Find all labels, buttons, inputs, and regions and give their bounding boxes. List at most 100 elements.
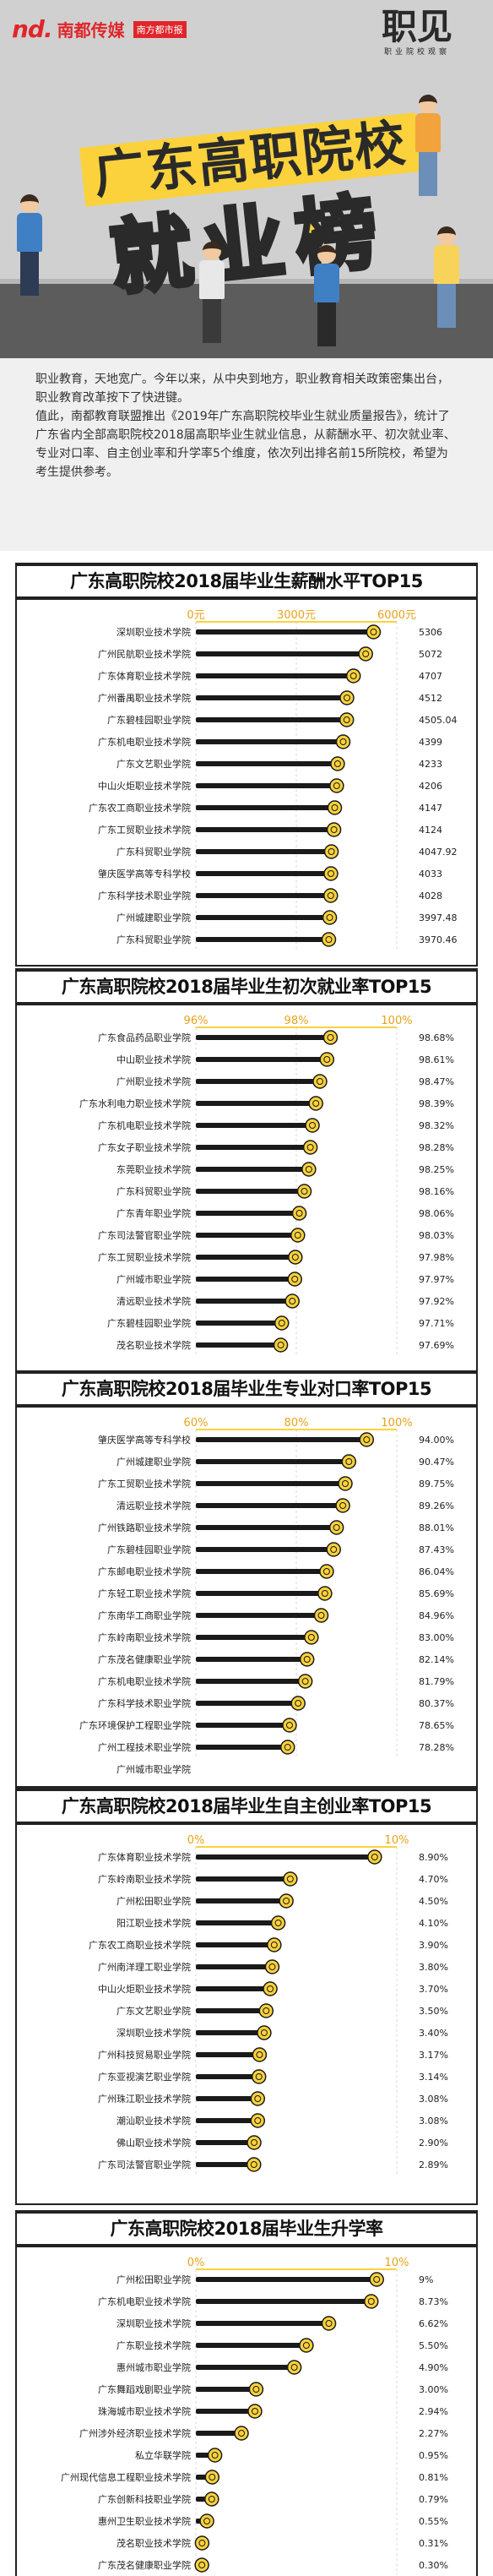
bar <box>196 651 366 656</box>
bar <box>196 915 330 920</box>
bar <box>196 1437 367 1442</box>
category-label: 广东机电职业技术学院 <box>98 1119 191 1131</box>
illustration-person-center <box>199 242 225 343</box>
bar-end-marker-inner <box>256 2051 263 2058</box>
bar-end-marker-inner <box>291 1276 299 1283</box>
data-label: 97.71% <box>419 1318 454 1329</box>
bar-end-marker-inner <box>301 1188 308 1195</box>
bar <box>196 1299 293 1304</box>
bar <box>196 1854 375 1860</box>
bar-end-marker-inner <box>303 1656 311 1663</box>
bar-end-marker-inner <box>251 2139 258 2146</box>
data-label: 4399 <box>419 737 442 748</box>
bar-end-marker-inner <box>333 1524 340 1531</box>
bar-end-marker <box>296 1184 312 1199</box>
data-label: 3.08% <box>419 2094 448 2105</box>
bar-end-marker <box>283 1871 298 1887</box>
category-label: 广州番禺职业技术学院 <box>98 692 191 704</box>
bar-end-marker <box>252 2047 268 2062</box>
bar <box>196 2096 258 2101</box>
bar-end-marker <box>263 1981 278 1996</box>
bar <box>196 2343 306 2348</box>
bar-end-marker-inner <box>306 1144 314 1151</box>
bar <box>196 783 337 788</box>
bar <box>196 1503 344 1508</box>
bar-end-marker <box>290 1228 306 1243</box>
bar-end-marker <box>341 1454 357 1469</box>
category-label: 肇庆医学高等专科学校 <box>98 1434 191 1446</box>
category-label: 广东科贸职业学院 <box>116 1185 191 1197</box>
tick-label: 60% <box>184 1417 209 1430</box>
category-label: 广东科学技术职业学院 <box>98 1697 191 1709</box>
bar-end-marker <box>204 2470 220 2485</box>
bar-end-marker-inner <box>349 673 357 679</box>
brand-logo: nd. 南都传媒 南方都市报 <box>12 15 187 43</box>
bar-end-marker-inner <box>250 2161 257 2168</box>
bar <box>196 761 338 766</box>
bar <box>196 695 347 700</box>
chart-major-match-rate: 广东高职院校2018届毕业生专业对口率TOP15 60% 80% 100% 肇庆医学高… <box>15 1370 478 1788</box>
bar-end-marker <box>305 1118 320 1133</box>
bar-end-marker-inner <box>291 1254 299 1261</box>
data-label: 3.90% <box>419 1940 448 1951</box>
bar <box>196 1123 313 1128</box>
category-label: 广东轻工职业技术学院 <box>98 1588 191 1599</box>
bar-end-marker-inner <box>363 1436 371 1443</box>
bar-end-marker-inner <box>301 1678 309 1685</box>
bar <box>196 1079 320 1084</box>
data-label: 82.14% <box>419 1654 454 1665</box>
bar <box>196 1876 290 1882</box>
bar-end-marker-inner <box>198 2562 206 2568</box>
bar-end-marker-inner <box>342 1480 349 1487</box>
bar <box>196 1167 309 1172</box>
data-label: 2.89% <box>419 2159 448 2170</box>
bar-end-marker-inner <box>316 1078 323 1085</box>
bar-end-marker <box>280 1740 295 1755</box>
category-label: 广东食品药品职业学院 <box>98 1032 191 1043</box>
bar-end-marker-inner <box>367 2298 375 2305</box>
tick-label: 0% <box>187 2257 205 2269</box>
data-label: 2.90% <box>419 2138 448 2148</box>
intro-paragraph-2: 值此，南都教育联盟推出《2019年广东高职院校毕业生就业质量报告》，统计了广东省… <box>35 410 456 479</box>
data-label: 9% <box>419 2274 433 2285</box>
bar-end-marker-inner <box>290 2364 298 2371</box>
category-label: 广东茂名健康职业学院 <box>98 1653 191 1665</box>
bar-end-marker <box>359 1432 375 1447</box>
data-label: 8.73% <box>419 2296 448 2307</box>
bar-end-marker <box>335 734 351 749</box>
intro-text: 职业教育，天地宽广。今年以来，从中央到地方，职业教育相关政策密集出台，职业教育改… <box>0 358 493 551</box>
bar-end-marker <box>199 2513 214 2529</box>
category-label: 茂名职业技术学院 <box>116 2537 191 2549</box>
bar <box>196 2118 258 2123</box>
bar-end-marker <box>297 1674 313 1689</box>
data-label: 88.01% <box>419 1522 454 1533</box>
bar <box>196 1145 311 1150</box>
bar-end-marker-inner <box>286 1876 294 1882</box>
chart-entrepreneurship-rate: 广东高职院校2018届毕业生自主创业率TOP15 0% 10% 广东体育职业技术学院… <box>15 1788 478 2205</box>
category-label: 肇庆医学高等专科学校 <box>98 868 191 880</box>
data-label: 86.04% <box>419 1566 454 1577</box>
bar-end-marker-inner <box>285 1722 293 1729</box>
category-label: 广州涉外经济职业技术学院 <box>79 2427 191 2439</box>
bar <box>196 871 331 876</box>
data-label: 98.06% <box>419 1208 454 1219</box>
chart-major-match-plot: 60% 80% 100% 肇庆医学高等专科学校 94.00% 广州城建职业学院 90.47%… <box>79 1417 454 1775</box>
category-label: 清远职业技术学院 <box>116 1500 191 1511</box>
hero-banner: nd. 南都传媒 南方都市报 职见 职业院校观察 广东高职院校 就业榜 <box>0 0 493 358</box>
category-label: 广东机电职业技术学院 <box>98 2296 191 2307</box>
bar-end-marker-inner <box>339 738 347 745</box>
bar <box>196 1035 331 1040</box>
category-label: 广州城市职业学院 <box>116 1273 191 1285</box>
bar <box>196 2299 371 2304</box>
bar <box>196 1679 306 1684</box>
bar <box>196 1101 317 1106</box>
data-label: 98.47% <box>419 1076 454 1087</box>
bar-end-marker-inner <box>208 2496 215 2502</box>
bar-end-marker <box>323 844 339 859</box>
tick-label: 100% <box>381 1417 412 1430</box>
bar-end-marker <box>284 1293 300 1309</box>
bar-end-marker-inner <box>274 1920 282 1926</box>
tick-label: 98% <box>284 1015 309 1027</box>
bar-end-marker <box>250 2091 266 2106</box>
data-label: 0.31% <box>419 2538 448 2549</box>
